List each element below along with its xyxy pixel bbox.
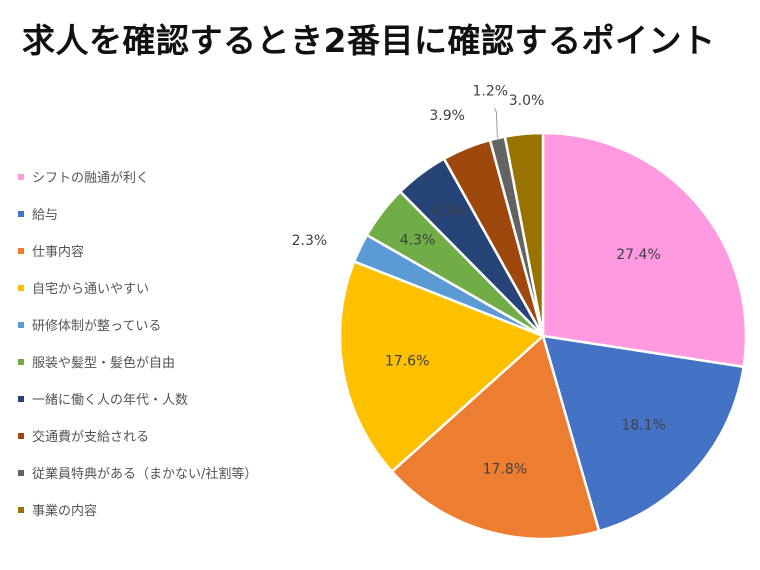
legend-item: 仕事内容 [18, 232, 318, 269]
legend-label: シフトの融通が利く [32, 171, 150, 186]
legend-label: 服装や髪型・髪色が自由 [32, 356, 176, 371]
data-label: 17.6% [385, 353, 429, 369]
pie-slice [541, 131, 748, 369]
leader-line [493, 107, 498, 139]
pie-slice [390, 333, 601, 541]
legend-swatch [18, 321, 24, 328]
data-label: 3.9% [429, 108, 465, 124]
legend-swatch [18, 506, 24, 513]
legend-item: 一緒に働く人の年代・人数 [18, 380, 318, 417]
data-label: 27.4% [616, 247, 660, 263]
legend-item: シフトの融通が利く [18, 158, 318, 195]
legend-swatch [18, 358, 24, 365]
pie-slice [503, 131, 545, 337]
legend-item: 給与 [18, 195, 318, 232]
legend-swatch [18, 173, 24, 180]
legend-item: 自宅から通いやすい [18, 269, 318, 306]
data-label: 1.2% [472, 84, 508, 100]
legend-swatch [18, 247, 24, 254]
legend-item: 服装や髪型・髪色が自由 [18, 343, 318, 380]
legend-label: 従業員特典がある（まかない/社割等） [32, 467, 258, 482]
legend-item: 研修体制が整っている [18, 306, 318, 343]
legend-label: 給与 [32, 208, 59, 223]
data-label: 4.3% [400, 232, 436, 248]
legend-item: 交通費が支給される [18, 417, 318, 454]
legend: シフトの融通が利く 給与仕事内容自宅から通いやすい 研修体制が整っている 服装や髪型・… [18, 158, 318, 528]
legend-label: 交通費が支給される [32, 430, 150, 445]
legend-swatch [18, 395, 24, 402]
data-label: 17.8% [483, 462, 527, 478]
legend-swatch [18, 469, 24, 476]
data-label: 18.1% [621, 418, 665, 434]
legend-label: 自宅から通いやすい [32, 282, 150, 297]
data-label: 4.3% [430, 202, 466, 218]
pie-slice [541, 334, 746, 533]
legend-swatch [18, 432, 24, 439]
legend-label: 研修体制が整っている [32, 319, 162, 334]
data-label: 3.0% [509, 93, 545, 109]
chart-title: 求人を確認するとき2番目に確認するポイント [22, 21, 716, 60]
pie-slice [338, 259, 546, 474]
data-label: 2.3% [292, 233, 328, 249]
legend-item: 従業員特典がある（まかない/社割等） [18, 454, 318, 491]
legend-item: 事業の内容 [18, 491, 318, 528]
legend-swatch [18, 210, 24, 217]
legend-swatch [18, 284, 24, 291]
legend-label: 事業の内容 [32, 504, 98, 519]
legend-label: 一緒に働く人の年代・人数 [32, 393, 189, 408]
legend-label: 仕事内容 [32, 245, 85, 260]
